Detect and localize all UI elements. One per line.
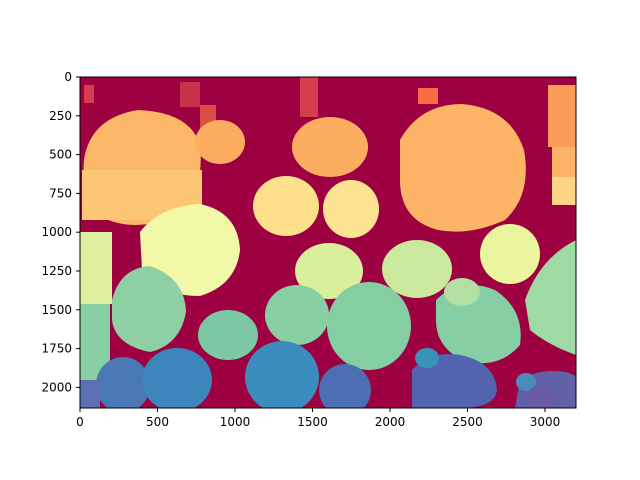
y-tick-label: 2000 bbox=[41, 380, 72, 394]
y-tick-label: 1500 bbox=[41, 303, 72, 317]
y-tick-label: 1750 bbox=[41, 342, 72, 356]
x-tick-label: 2000 bbox=[375, 415, 406, 429]
y-axis: 0 250 500 750 1000 1250 1500 1750 2000 bbox=[41, 70, 80, 394]
y-tick-label: 0 bbox=[64, 70, 72, 84]
x-tick-label: 3000 bbox=[530, 415, 561, 429]
x-tick-label: 1500 bbox=[297, 415, 328, 429]
segmentation-image bbox=[80, 77, 576, 408]
axes-frame bbox=[79, 76, 577, 409]
x-tick-label: 2500 bbox=[452, 415, 483, 429]
x-tick-label: 1000 bbox=[220, 415, 251, 429]
x-tick-label: 500 bbox=[146, 415, 169, 429]
x-axis: 0 500 1000 1500 2000 2500 3000 bbox=[76, 408, 560, 429]
x-tick-label: 0 bbox=[76, 415, 84, 429]
y-tick-label: 1000 bbox=[41, 225, 72, 239]
y-tick-label: 250 bbox=[49, 109, 72, 123]
y-tick-label: 500 bbox=[49, 148, 72, 162]
y-tick-label: 1250 bbox=[41, 264, 72, 278]
y-tick-label: 750 bbox=[49, 186, 72, 200]
